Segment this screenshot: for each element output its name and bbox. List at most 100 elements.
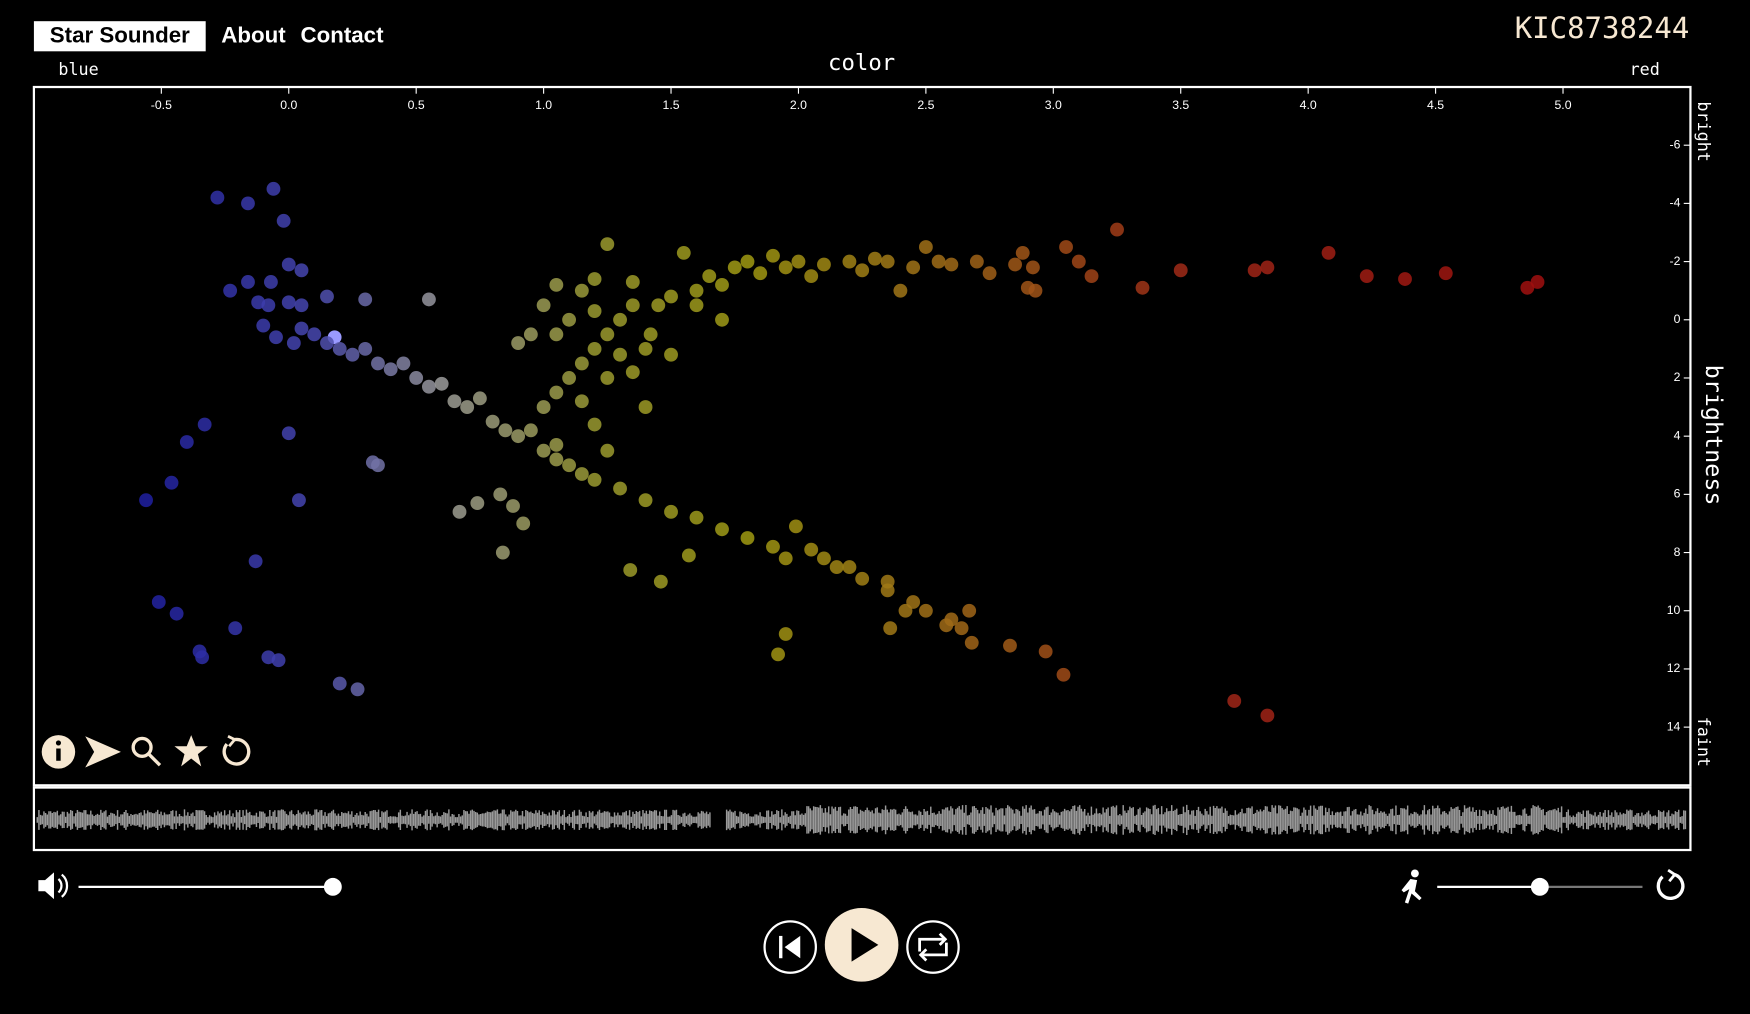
star-point[interactable] xyxy=(271,653,286,668)
star-point[interactable] xyxy=(485,414,500,429)
star-point[interactable] xyxy=(294,263,309,278)
star-point[interactable] xyxy=(804,542,819,557)
star-point[interactable] xyxy=(880,574,895,589)
star-point[interactable] xyxy=(753,266,768,281)
star-point[interactable] xyxy=(292,493,306,508)
star-point[interactable] xyxy=(587,304,602,318)
star-point[interactable] xyxy=(715,312,729,327)
star-point[interactable] xyxy=(223,283,238,298)
star-point[interactable] xyxy=(1071,254,1086,269)
star-point[interactable] xyxy=(771,647,785,662)
star-point[interactable] xyxy=(195,650,210,665)
star-point[interactable] xyxy=(689,510,704,525)
star-point[interactable] xyxy=(574,356,589,371)
star-point[interactable] xyxy=(511,336,526,350)
star-point[interactable] xyxy=(964,635,979,650)
star-point[interactable] xyxy=(286,336,301,350)
star-point[interactable] xyxy=(549,452,564,467)
star-point[interactable] xyxy=(549,277,564,292)
star-point[interactable] xyxy=(1015,245,1030,260)
star-point[interactable] xyxy=(653,574,668,589)
star-point[interactable] xyxy=(516,516,531,531)
star-point[interactable] xyxy=(307,327,322,342)
star-point[interactable] xyxy=(264,275,278,289)
star-point[interactable] xyxy=(623,563,638,577)
send-button[interactable] xyxy=(85,736,121,768)
star-point[interactable] xyxy=(256,318,271,333)
star-point[interactable] xyxy=(689,283,704,298)
star-point[interactable] xyxy=(536,443,551,458)
star-point[interactable] xyxy=(893,283,908,298)
star-point[interactable] xyxy=(409,371,424,385)
star-point[interactable] xyxy=(574,283,589,298)
star-point[interactable] xyxy=(169,606,184,621)
star-point[interactable] xyxy=(1260,708,1275,723)
star-point[interactable] xyxy=(702,269,717,284)
repeat-button[interactable] xyxy=(906,920,960,974)
brand-box[interactable] xyxy=(33,21,206,52)
star-point[interactable] xyxy=(664,504,678,519)
star-button[interactable] xyxy=(174,735,208,767)
info-button[interactable] xyxy=(41,735,76,769)
star-point[interactable] xyxy=(562,312,577,327)
star-point[interactable] xyxy=(383,362,398,377)
star-point[interactable] xyxy=(371,458,385,473)
star-point[interactable] xyxy=(817,551,831,566)
star-point[interactable] xyxy=(1038,644,1053,659)
star-point[interactable] xyxy=(625,298,640,313)
star-point[interactable] xyxy=(638,341,653,356)
star-point[interactable] xyxy=(261,298,276,313)
star-point[interactable] xyxy=(1321,245,1336,260)
star-point[interactable] xyxy=(715,277,729,292)
star-point[interactable] xyxy=(447,394,462,409)
star-point[interactable] xyxy=(358,292,373,307)
star-point[interactable] xyxy=(778,260,793,275)
star-point[interactable] xyxy=(855,263,870,278)
star-point[interactable] xyxy=(536,298,551,313)
star-point[interactable] xyxy=(613,481,627,496)
star-point[interactable] xyxy=(179,435,194,449)
star-point[interactable] xyxy=(587,272,602,286)
star-point[interactable] xyxy=(842,254,857,269)
star-point[interactable] xyxy=(954,621,969,636)
star-point[interactable] xyxy=(1110,222,1124,237)
star-point[interactable] xyxy=(918,603,933,618)
star-point[interactable] xyxy=(1056,667,1071,682)
plot-area[interactable] xyxy=(139,181,1545,723)
star-point[interactable] xyxy=(880,254,895,269)
star-point[interactable] xyxy=(493,487,508,502)
star-point[interactable] xyxy=(139,493,153,508)
star-point[interactable] xyxy=(371,356,385,371)
star-point[interactable] xyxy=(396,356,411,371)
star-point[interactable] xyxy=(867,251,882,266)
star-point[interactable] xyxy=(511,429,526,444)
star-point[interactable] xyxy=(638,400,653,414)
star-point[interactable] xyxy=(1530,275,1545,289)
speed-knob[interactable] xyxy=(1530,877,1549,896)
star-point[interactable] xyxy=(536,400,551,414)
star-point[interactable] xyxy=(600,371,615,385)
star-point[interactable] xyxy=(269,330,283,345)
star-point[interactable] xyxy=(625,275,640,289)
star-point[interactable] xyxy=(345,347,360,362)
volume-knob[interactable] xyxy=(323,877,342,896)
speed-icon[interactable] xyxy=(1401,869,1422,904)
star-point[interactable] xyxy=(944,257,959,272)
star-point[interactable] xyxy=(778,551,793,566)
star-point[interactable] xyxy=(358,341,373,356)
star-point[interactable] xyxy=(210,190,225,205)
star-point[interactable] xyxy=(276,213,291,228)
star-point[interactable] xyxy=(434,376,449,391)
star-point[interactable] xyxy=(294,298,309,313)
star-point[interactable] xyxy=(248,554,263,569)
previous-button[interactable] xyxy=(763,920,817,974)
star-point[interactable] xyxy=(676,245,691,260)
star-point[interactable] xyxy=(281,426,296,441)
star-point[interactable] xyxy=(281,295,296,310)
star-point[interactable] xyxy=(969,254,984,269)
star-point[interactable] xyxy=(918,240,933,254)
star-point[interactable] xyxy=(587,472,602,487)
star-point[interactable] xyxy=(294,321,309,336)
search-button[interactable] xyxy=(131,736,162,767)
star-point[interactable] xyxy=(740,254,755,269)
